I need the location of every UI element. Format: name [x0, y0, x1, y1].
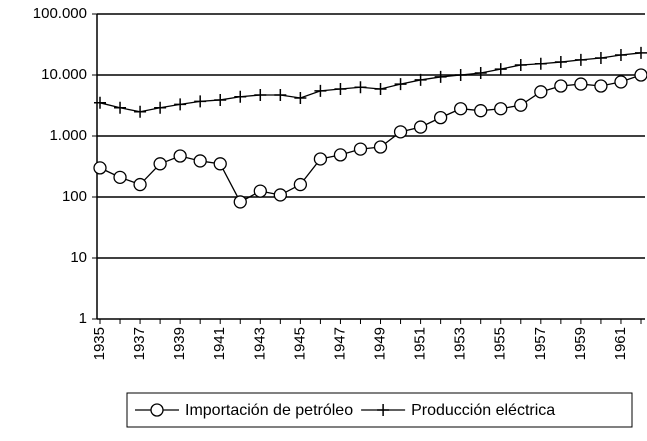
- point: [194, 95, 207, 108]
- y-tick-label: 1.000: [49, 127, 87, 144]
- y-tick-label: 10: [70, 249, 87, 266]
- point: [574, 77, 588, 91]
- point: [174, 98, 187, 111]
- point: [354, 81, 367, 94]
- point: [454, 69, 467, 81]
- point: [413, 120, 428, 134]
- x-tick-label: 1939: [171, 327, 188, 360]
- point: [293, 177, 308, 192]
- point: [93, 161, 107, 175]
- point: [193, 154, 207, 168]
- point: [454, 102, 468, 116]
- y-tick-label: 10.000: [41, 66, 87, 83]
- x-tick-label: 1953: [452, 327, 469, 360]
- y-tick-label: 100.000: [33, 5, 87, 22]
- x-tick-label: 1961: [612, 327, 629, 360]
- point: [433, 110, 448, 125]
- point: [253, 184, 267, 198]
- point: [373, 140, 388, 154]
- point: [514, 98, 528, 112]
- x-tick-label: 1959: [572, 327, 589, 360]
- series: [94, 46, 647, 118]
- point: [94, 96, 106, 109]
- point: [635, 46, 647, 59]
- point: [594, 79, 608, 93]
- point: [534, 57, 547, 70]
- point: [333, 148, 348, 162]
- point: [414, 73, 427, 86]
- point: [353, 142, 368, 156]
- point: [614, 75, 628, 89]
- x-tick-label: 1941: [211, 327, 228, 360]
- point: [273, 188, 287, 202]
- point: [233, 195, 247, 209]
- point: [474, 66, 487, 79]
- point: [574, 53, 587, 66]
- point: [274, 89, 287, 102]
- point: [173, 149, 187, 163]
- legend-label: Importación de petróleo: [185, 402, 353, 419]
- point: [494, 102, 508, 116]
- point: [474, 104, 488, 118]
- series: [93, 68, 647, 209]
- x-tick-label: 1945: [291, 327, 308, 360]
- point: [314, 84, 327, 97]
- legend-label: Producción eléctrica: [411, 402, 555, 419]
- point: [294, 91, 307, 104]
- point: [614, 48, 627, 61]
- point: [554, 79, 568, 93]
- point: [394, 78, 407, 91]
- point: [594, 51, 607, 64]
- point: [434, 70, 447, 83]
- point: [494, 63, 507, 76]
- legend-marker: [150, 403, 164, 417]
- point: [634, 68, 647, 82]
- point: [334, 82, 347, 95]
- point: [374, 82, 387, 95]
- x-tick-label: 1955: [492, 327, 509, 360]
- point: [313, 152, 328, 166]
- x-tick-label: 1957: [532, 327, 549, 360]
- x-tick-label: 1943: [251, 327, 268, 360]
- y-tick-label: 100: [62, 188, 87, 205]
- x-tick-label: 1949: [371, 327, 388, 360]
- point: [393, 125, 408, 139]
- line: [99, 74, 642, 203]
- x-tick-label: 1935: [91, 327, 108, 360]
- x-tick-label: 1947: [331, 327, 348, 360]
- point: [154, 101, 167, 114]
- x-tick-label: 1951: [412, 327, 429, 360]
- line: [99, 52, 642, 113]
- point: [534, 85, 548, 99]
- point: [554, 56, 567, 69]
- x-tick-label: 1937: [131, 327, 148, 360]
- point: [514, 58, 527, 71]
- point: [213, 157, 227, 171]
- point: [153, 157, 167, 171]
- y-tick-label: 1: [79, 310, 87, 327]
- point: [134, 105, 147, 118]
- legend-marker: [377, 404, 390, 416]
- point: [254, 89, 267, 102]
- point: [214, 93, 227, 106]
- point: [114, 101, 127, 114]
- point: [234, 90, 247, 103]
- point: [133, 177, 147, 192]
- point: [113, 170, 127, 184]
